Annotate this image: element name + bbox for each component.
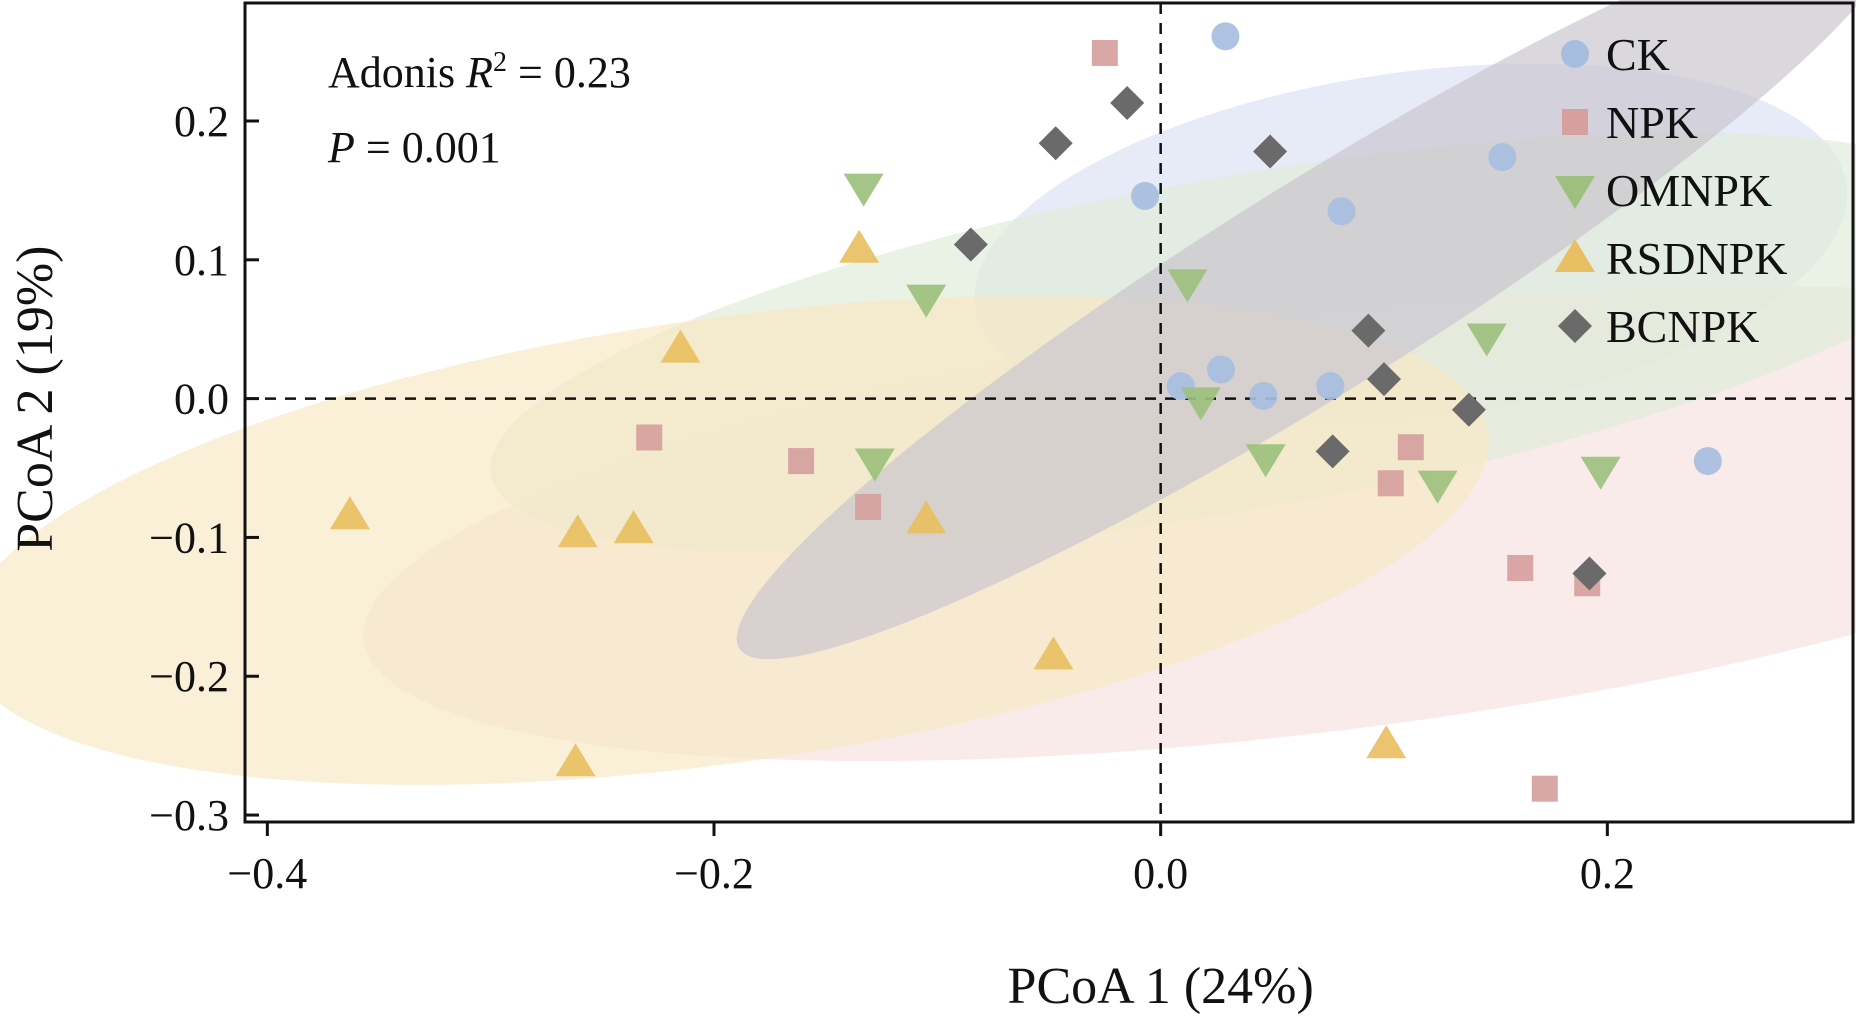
series-ck bbox=[1131, 22, 1722, 476]
legend-label-omnpk: OMNPK bbox=[1606, 165, 1772, 216]
point-rsdnpk bbox=[906, 500, 947, 534]
confidence-ellipses bbox=[0, 0, 1856, 785]
point-bcnpk bbox=[1110, 85, 1145, 120]
y-axis: −0.3 −0.2 −0.1 0.0 0.1 0.2 bbox=[149, 97, 259, 840]
point-npk bbox=[1397, 434, 1424, 461]
adonis-r2-annotation: Adonis R2 = 0.23 bbox=[328, 47, 631, 97]
legend-entry-npk: NPK bbox=[1562, 97, 1698, 148]
point-ck bbox=[1693, 447, 1722, 476]
legend-marker-ck bbox=[1561, 40, 1589, 68]
x-tick-label: −0.4 bbox=[227, 849, 307, 898]
legend-marker-rsdnpk bbox=[1555, 239, 1595, 272]
y-tick-label: −0.3 bbox=[149, 791, 229, 840]
point-omnpk bbox=[854, 448, 895, 482]
point-npk bbox=[636, 424, 663, 451]
point-npk bbox=[855, 493, 882, 520]
point-npk bbox=[788, 448, 815, 475]
y-tick-label: 0.2 bbox=[174, 97, 229, 146]
series-rsdnpk bbox=[329, 229, 1407, 777]
zero-reference-lines bbox=[245, 3, 1853, 822]
point-bcnpk bbox=[953, 227, 988, 262]
point-bcnpk bbox=[1038, 126, 1073, 161]
point-bcnpk bbox=[1367, 362, 1401, 397]
plot-frame bbox=[243, 1, 1855, 824]
point-rsdnpk bbox=[1033, 636, 1074, 670]
y-tick-label: 0.1 bbox=[174, 236, 229, 285]
point-omnpk bbox=[1417, 470, 1458, 504]
legend-marker-bcnpk bbox=[1558, 309, 1592, 343]
point-npk bbox=[1091, 39, 1118, 66]
data-points bbox=[329, 22, 1722, 802]
x-tick-label: 0.2 bbox=[1580, 849, 1635, 898]
series-bcnpk bbox=[953, 85, 1607, 591]
point-ck bbox=[1131, 181, 1160, 210]
legend-label-bcnpk: BCNPK bbox=[1606, 301, 1759, 352]
point-omnpk bbox=[1167, 269, 1208, 303]
point-rsdnpk bbox=[1366, 725, 1407, 759]
point-omnpk bbox=[1580, 456, 1621, 490]
point-rsdnpk bbox=[329, 496, 370, 530]
series-omnpk bbox=[843, 173, 1621, 504]
point-omnpk bbox=[843, 173, 884, 207]
point-npk bbox=[1507, 554, 1534, 581]
x-tick-label: −0.2 bbox=[674, 849, 754, 898]
y-tick-label: 0.0 bbox=[174, 375, 229, 424]
y-axis-title: PCoA 2 (19%) bbox=[7, 245, 64, 551]
point-ck bbox=[1206, 355, 1235, 384]
point-npk bbox=[1531, 775, 1558, 802]
point-ck bbox=[1316, 372, 1345, 401]
adonis-p-annotation: P = 0.001 bbox=[327, 123, 501, 172]
point-rsdnpk bbox=[660, 329, 701, 363]
legend-entry-bcnpk: BCNPK bbox=[1558, 301, 1759, 352]
legend: CK NPK OMNPK RSDNPK BCNPK bbox=[1555, 29, 1788, 352]
point-omnpk bbox=[906, 284, 947, 318]
point-bcnpk bbox=[1253, 134, 1288, 169]
point-rsdnpk bbox=[839, 229, 880, 263]
point-omnpk bbox=[1466, 323, 1507, 357]
legend-marker-npk bbox=[1562, 109, 1588, 135]
x-tick-label: 0.0 bbox=[1133, 849, 1188, 898]
point-rsdnpk bbox=[555, 743, 596, 777]
point-bcnpk bbox=[1351, 313, 1386, 348]
point-rsdnpk bbox=[613, 510, 654, 544]
point-ck bbox=[1211, 22, 1240, 51]
point-rsdnpk bbox=[557, 514, 598, 548]
point-ck bbox=[1488, 143, 1517, 172]
legend-label-ck: CK bbox=[1606, 29, 1670, 80]
legend-entry-rsdnpk: RSDNPK bbox=[1555, 233, 1788, 284]
point-bcnpk bbox=[1451, 392, 1486, 427]
ellipse-bcnpk bbox=[736, 0, 1856, 660]
legend-entry-omnpk: OMNPK bbox=[1555, 165, 1772, 216]
point-omnpk bbox=[1180, 387, 1221, 421]
x-axis-title: PCoA 1 (24%) bbox=[1008, 958, 1314, 1015]
legend-label-rsdnpk: RSDNPK bbox=[1606, 233, 1788, 284]
y-tick-label: −0.1 bbox=[149, 513, 229, 562]
point-bcnpk bbox=[1572, 556, 1607, 591]
point-npk bbox=[1377, 470, 1404, 497]
x-axis: −0.4 −0.2 0.0 0.2 bbox=[227, 822, 1635, 898]
y-tick-label: −0.2 bbox=[149, 652, 229, 701]
point-ck bbox=[1249, 381, 1278, 410]
point-omnpk bbox=[1245, 444, 1286, 478]
point-ck bbox=[1327, 197, 1356, 226]
legend-label-npk: NPK bbox=[1606, 97, 1698, 148]
legend-entry-ck: CK bbox=[1561, 29, 1670, 80]
point-bcnpk bbox=[1315, 434, 1350, 469]
legend-marker-omnpk bbox=[1555, 176, 1595, 209]
